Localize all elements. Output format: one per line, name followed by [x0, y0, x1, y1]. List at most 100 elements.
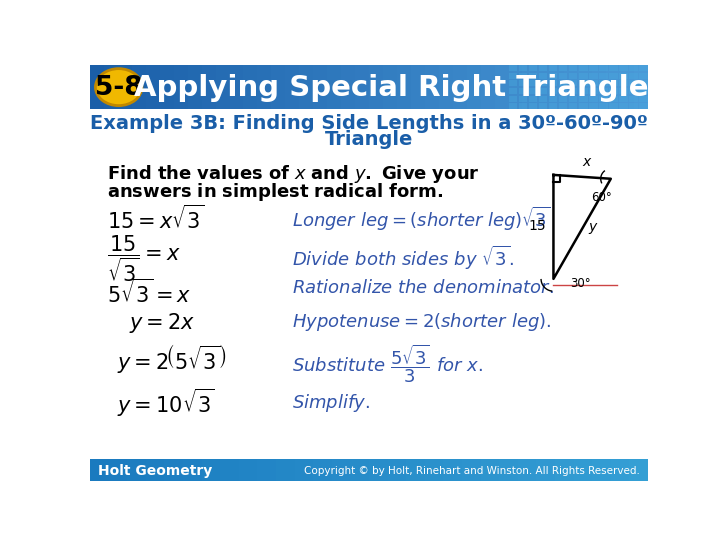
Bar — [629, 80, 638, 86]
Bar — [559, 88, 567, 94]
Bar — [258, 65, 271, 110]
Bar — [109, 459, 127, 481]
Bar — [453, 65, 467, 110]
Bar — [528, 88, 537, 94]
Text: $\mathbf{answers\ in\ simplest\ radical\ form.}$: $\mathbf{answers\ in\ simplest\ radical\… — [107, 181, 444, 203]
Bar — [569, 65, 577, 71]
Bar — [90, 459, 109, 481]
Bar — [174, 65, 188, 110]
Bar — [332, 459, 351, 481]
Bar — [145, 65, 160, 110]
Bar — [294, 459, 313, 481]
Bar — [619, 72, 628, 79]
Text: $Simplify.$: $Simplify.$ — [292, 392, 369, 414]
Bar — [528, 65, 537, 71]
Bar — [589, 96, 598, 102]
Bar — [579, 72, 588, 79]
Bar — [629, 88, 638, 94]
Text: $y = 2x$: $y = 2x$ — [129, 311, 195, 335]
Bar — [341, 65, 355, 110]
Bar — [230, 65, 243, 110]
Bar — [629, 459, 648, 481]
Bar — [313, 459, 332, 481]
Bar — [619, 65, 628, 71]
Ellipse shape — [96, 69, 142, 106]
Bar — [559, 65, 567, 71]
Bar — [481, 65, 495, 110]
Bar — [599, 96, 608, 102]
Bar — [518, 72, 527, 79]
Bar — [369, 65, 383, 110]
Bar — [549, 88, 557, 94]
Bar — [629, 65, 638, 71]
Bar — [599, 65, 608, 71]
Bar — [599, 88, 608, 94]
Bar — [620, 65, 634, 110]
Bar — [528, 96, 537, 102]
Bar — [387, 459, 406, 481]
Bar — [629, 96, 638, 102]
Bar — [569, 103, 577, 110]
Text: Example 3B: Finding Side Lengths in a 30º-60º-90º: Example 3B: Finding Side Lengths in a 30… — [90, 114, 648, 133]
Bar — [539, 65, 547, 71]
Bar — [518, 65, 527, 71]
Bar — [619, 96, 628, 102]
Bar — [564, 65, 578, 110]
Bar — [271, 65, 285, 110]
Bar — [518, 103, 527, 110]
Bar — [589, 72, 598, 79]
Text: y: y — [588, 220, 597, 234]
Bar — [495, 65, 508, 110]
Text: $Longer\ leg = (shorter\ leg)\sqrt{3}$: $Longer\ leg = (shorter\ leg)\sqrt{3}$ — [292, 205, 550, 233]
Bar — [90, 65, 104, 110]
Bar — [639, 72, 648, 79]
Bar — [549, 80, 557, 86]
Bar — [593, 65, 606, 110]
Bar — [499, 459, 518, 481]
Bar — [508, 88, 517, 94]
Bar — [462, 459, 481, 481]
Bar — [220, 459, 239, 481]
Bar — [629, 72, 638, 79]
Bar — [539, 72, 547, 79]
Bar — [555, 459, 574, 481]
Bar — [559, 72, 567, 79]
Text: 60°: 60° — [591, 191, 612, 204]
Bar — [327, 65, 341, 110]
Bar — [518, 459, 536, 481]
Bar — [559, 96, 567, 102]
Bar — [599, 72, 608, 79]
Text: Holt Geometry: Holt Geometry — [98, 464, 212, 478]
Bar — [183, 459, 202, 481]
Text: $\mathbf{Find\ the\ values\ of\ } \mathit{x}\ \mathbf{and}\ \mathit{y}\mathbf{.\: $\mathbf{Find\ the\ values\ of\ } \mathi… — [107, 164, 480, 185]
Bar — [160, 65, 174, 110]
Text: $y = 10\sqrt{3}$: $y = 10\sqrt{3}$ — [117, 387, 215, 419]
Bar — [599, 80, 608, 86]
Bar — [574, 459, 593, 481]
Bar — [202, 65, 215, 110]
Bar — [285, 65, 300, 110]
Text: $y = 2\!\left(5\sqrt{3}\right)$: $y = 2\!\left(5\sqrt{3}\right)$ — [117, 342, 227, 375]
Bar — [569, 80, 577, 86]
Bar — [599, 103, 608, 110]
Bar — [606, 65, 620, 110]
Bar — [276, 459, 294, 481]
Bar — [569, 96, 577, 102]
Bar — [639, 96, 648, 102]
Bar — [536, 459, 555, 481]
Bar — [528, 103, 537, 110]
Bar — [258, 459, 276, 481]
Bar — [539, 96, 547, 102]
Bar — [508, 65, 517, 71]
Bar — [508, 103, 517, 110]
Bar — [438, 65, 453, 110]
Bar — [355, 65, 369, 110]
Bar — [609, 72, 618, 79]
Bar — [609, 80, 618, 86]
Bar — [550, 65, 564, 110]
Text: Copyright © by Holt, Rinehart and Winston. All Rights Reserved.: Copyright © by Holt, Rinehart and Winsto… — [305, 467, 640, 476]
Bar — [508, 80, 517, 86]
Bar — [351, 459, 369, 481]
Bar — [619, 88, 628, 94]
Bar — [508, 96, 517, 102]
